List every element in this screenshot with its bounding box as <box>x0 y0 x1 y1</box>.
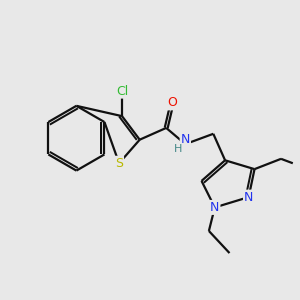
Text: N: N <box>244 190 253 204</box>
Text: N: N <box>210 201 220 214</box>
Text: H: H <box>174 144 182 154</box>
Text: S: S <box>115 157 123 170</box>
Text: O: O <box>167 96 177 110</box>
Text: N: N <box>181 133 190 146</box>
Text: Cl: Cl <box>116 85 128 98</box>
